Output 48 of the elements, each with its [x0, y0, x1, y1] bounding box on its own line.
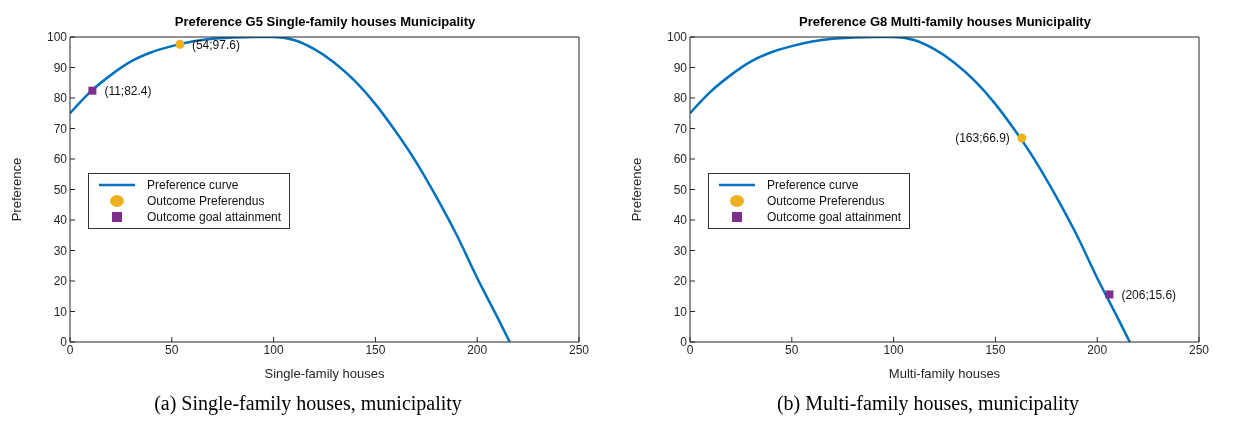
legend-label: Outcome Preferendus	[767, 193, 885, 209]
x-tick-label: 250	[1188, 342, 1210, 357]
y-tick-label: 30	[673, 243, 688, 258]
y-tick-label: 90	[53, 60, 68, 75]
y-tick-label: 50	[53, 182, 68, 197]
y-axis-title: Preference	[628, 157, 644, 222]
legend-label: Preference curve	[767, 177, 859, 193]
y-tick-label: 100	[666, 30, 688, 45]
x-tick-label: 100	[263, 342, 284, 357]
x-tick-label: 200	[467, 342, 488, 357]
y-tick-label: 80	[53, 91, 68, 106]
y-tick-label: 20	[53, 274, 68, 289]
x-tick-label: 150	[985, 342, 1006, 357]
y-tick-label: 80	[673, 91, 688, 106]
legend-label: Preference curve	[147, 177, 239, 193]
y-tick-label: 70	[53, 121, 68, 136]
y-tick-label: 60	[53, 152, 68, 167]
legend-label: Outcome goal attainment	[147, 209, 282, 225]
annotation: (11;82.4)	[104, 83, 152, 98]
y-tick-label: 10	[673, 304, 688, 319]
x-tick-label: 250	[568, 342, 590, 357]
chart-title: Preference G5 Single-family houses Municipality	[174, 14, 477, 29]
y-tick-label: 20	[673, 274, 688, 289]
y-tick-label: 30	[53, 243, 68, 258]
x-tick-label: 200	[1087, 342, 1108, 357]
x-tick-label: 100	[883, 342, 904, 357]
x-tick-label: 50	[165, 342, 179, 357]
chart-title: Preference G8 Multi-family houses Municipality	[799, 14, 1092, 29]
x-axis-title: Multi-family houses	[888, 366, 1001, 381]
x-tick-label: 150	[365, 342, 386, 357]
y-tick-label: 70	[673, 121, 688, 136]
y-tick-label: 90	[673, 60, 688, 75]
y-tick-label: 60	[673, 152, 688, 167]
y-tick-label: 50	[673, 182, 688, 197]
annotation: (54;97.6)	[191, 37, 240, 52]
text: (b) Multi-family houses, municipality	[775, 392, 1081, 415]
y-axis-title: Preference	[8, 157, 24, 222]
annotation: (163;66.9)	[955, 131, 1010, 146]
y-tick-label: 40	[673, 213, 688, 228]
y-tick-label: 10	[53, 304, 68, 319]
text: (a) Single-family houses, municipality	[153, 392, 463, 415]
x-axis-title: Single-family houses	[264, 366, 385, 381]
legend-label: Outcome Preferendus	[147, 193, 265, 209]
legend-label: Outcome goal attainment	[767, 209, 902, 225]
y-tick-label: 40	[53, 213, 68, 228]
y-tick-label: 100	[46, 30, 68, 45]
x-tick-label: 50	[785, 342, 799, 357]
annotation: (206;15.6)	[1121, 287, 1177, 302]
